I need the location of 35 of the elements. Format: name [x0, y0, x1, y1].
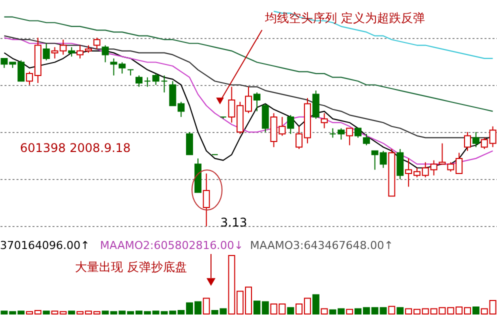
- candlestick: [144, 76, 151, 88]
- candlestick: [362, 133, 370, 146]
- text: MAAMO2:605802816.00↓: [100, 239, 244, 252]
- candlestick: [396, 148, 404, 180]
- annotation: 601398 2008.9.18: [20, 141, 131, 155]
- candlestick: [42, 42, 50, 61]
- candlestick: [287, 114, 294, 134]
- bar: [472, 306, 480, 314]
- candlestick: [93, 37, 100, 50]
- text: 370164096.00↑: [0, 239, 90, 252]
- candlestick: [68, 46, 76, 58]
- candlestick: [253, 92, 260, 112]
- candlestick: [312, 90, 320, 120]
- candlestick: [320, 112, 328, 129]
- text: MAAMO3:643467648.00↑: [250, 239, 394, 252]
- annotation: 大量出现 反弹抄底盘: [75, 260, 187, 274]
- candlestick: [346, 128, 354, 146]
- candlestick: [464, 132, 472, 152]
- candlestick: [354, 128, 362, 138]
- candlestick: [338, 128, 345, 140]
- candlestick: [262, 103, 269, 133]
- candlestick: [152, 73, 160, 86]
- candlestick: [160, 74, 168, 93]
- bar: [312, 294, 320, 314]
- bar: [68, 310, 76, 314]
- candlestick: [329, 128, 336, 138]
- candlestick: [186, 132, 194, 156]
- bar: [42, 310, 50, 314]
- candlestick: [202, 173, 210, 227]
- candlestick: [472, 132, 480, 148]
- candlestick: [102, 44, 109, 63]
- annotation: 3.13: [220, 215, 248, 230]
- bar: [287, 307, 294, 314]
- candlestick: [135, 74, 142, 88]
- bar: [396, 307, 404, 314]
